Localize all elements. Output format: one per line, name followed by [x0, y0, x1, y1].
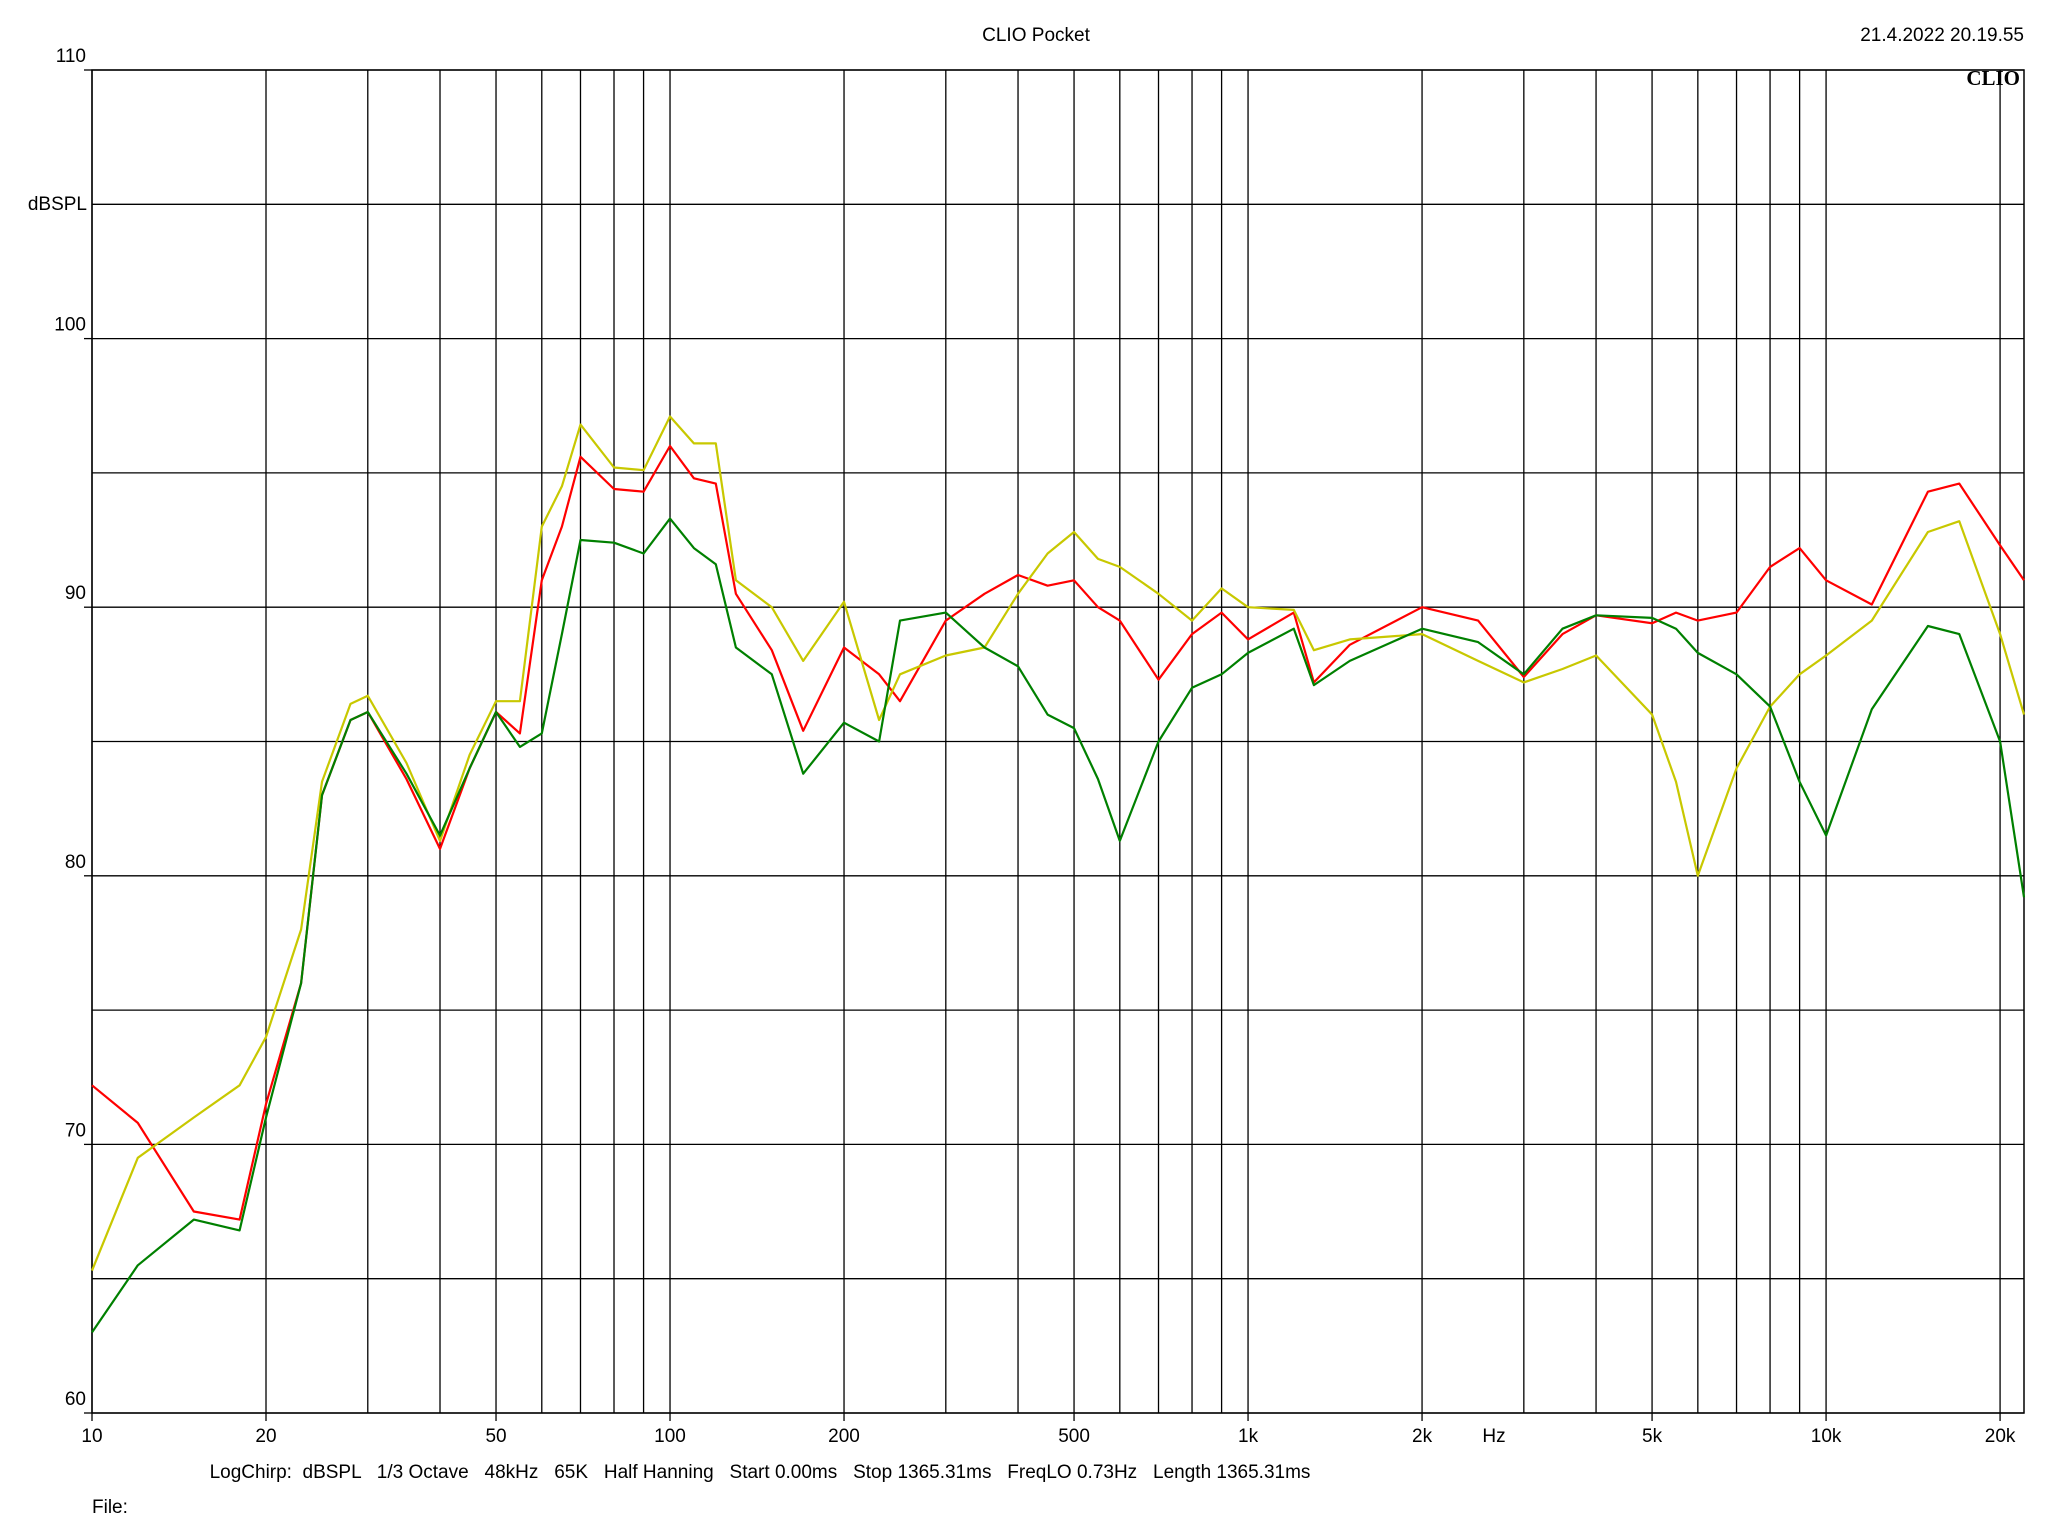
x-axis-label: Hz: [1482, 1426, 1505, 1447]
x-tick-label: 1k: [1238, 1426, 1259, 1447]
x-tick-label: 50: [485, 1426, 506, 1447]
x-tick-label: 5k: [1642, 1426, 1663, 1447]
y-tick-label: 90: [65, 583, 86, 604]
x-tick-label: 10k: [1811, 1426, 1842, 1447]
y-tick-label: 110: [56, 46, 86, 67]
x-tick-label: 20k: [1985, 1426, 2016, 1447]
x-tick-label: 500: [1058, 1426, 1090, 1447]
y-tick-label: 100: [54, 315, 86, 336]
y-tick-label: 70: [65, 1120, 86, 1141]
x-tick-label: 100: [654, 1426, 686, 1447]
x-tick-label: 20: [255, 1426, 276, 1447]
chart-title: CLIO Pocket: [982, 25, 1090, 46]
timestamp: 21.4.2022 20.19.55: [1860, 25, 2024, 46]
y-axis-label: dBSPL: [28, 194, 87, 215]
x-tick-label: 10: [81, 1426, 102, 1447]
x-tick-label: 200: [828, 1426, 860, 1447]
series-line: [90, 415, 2026, 1272]
footer: LogChirp: dBSPL 1/3 Octave 48kHz 65K Hal…: [210, 1462, 1311, 1483]
y-tick-label: 80: [65, 852, 86, 873]
series-line: [91, 517, 2026, 1334]
x-tick-label: 2k: [1412, 1426, 1433, 1447]
file-label: File:: [92, 1497, 128, 1518]
y-tick-label: 60: [65, 1389, 86, 1410]
series-line: [91, 444, 2025, 1221]
